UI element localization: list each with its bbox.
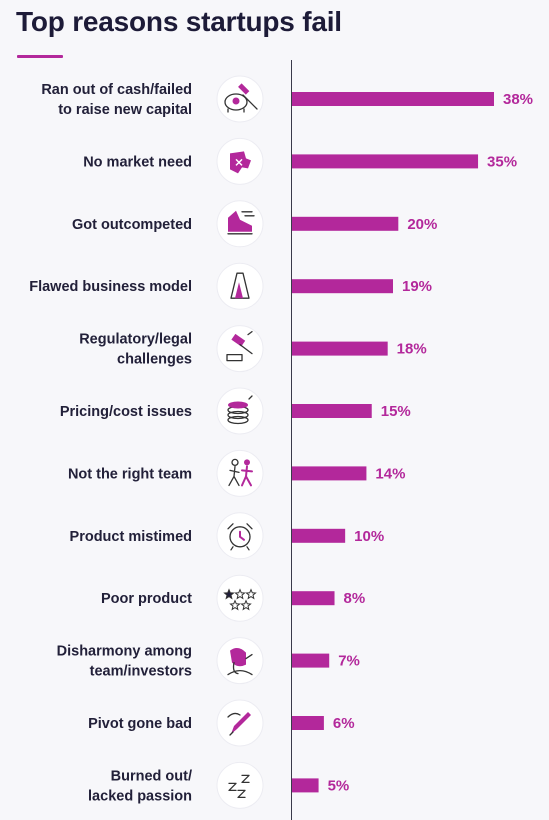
- bar: [292, 466, 367, 481]
- bar-row: Not the right team 14%: [68, 449, 405, 497]
- value-label: 10%: [354, 528, 384, 545]
- bar: [292, 279, 393, 294]
- category-label-line: Got outcompeted: [72, 217, 192, 233]
- category-label: No market need: [83, 154, 192, 170]
- value-label: 18%: [397, 341, 427, 358]
- category-label-line: Pricing/cost issues: [60, 404, 192, 420]
- category-label: Pivot gone bad: [88, 716, 192, 732]
- bar: [292, 591, 335, 606]
- stars-rating-icon: [216, 574, 264, 622]
- category-label-line: Pivot gone bad: [88, 716, 192, 732]
- category-label-line: No market need: [83, 154, 192, 170]
- broken-puzzle-icon: [216, 137, 264, 185]
- bar-row: Pricing/cost issues 15%: [60, 387, 411, 435]
- category-label-line: Disharmony among: [57, 644, 192, 660]
- category-label: Ran out of cash/failed to raise new capit…: [41, 82, 192, 118]
- bar: [292, 341, 388, 356]
- value-label: 7%: [338, 653, 360, 670]
- bar-row: Regulatory/legal challenges 18%: [79, 325, 427, 373]
- category-label-line: team/investors: [90, 664, 192, 680]
- value-label: 5%: [328, 777, 350, 794]
- bar: [292, 716, 324, 730]
- category-label-line: Poor product: [101, 591, 192, 607]
- category-label: Product mistimed: [70, 529, 192, 545]
- people-walking-icon: [216, 449, 264, 497]
- running-shoe-icon: [216, 200, 264, 248]
- bar: [292, 653, 330, 668]
- bar-row: Ran out of cash/failed to raise new capit…: [41, 75, 533, 123]
- value-label: 14%: [375, 465, 405, 482]
- coin-stack-icon: [216, 387, 264, 435]
- bar-row: Disharmony among team/investors 7%: [57, 637, 360, 685]
- category-label: Pricing/cost issues: [60, 404, 192, 420]
- value-label: 6%: [333, 715, 355, 732]
- piggy-bank-hammer-icon: [216, 75, 264, 123]
- bar: [292, 216, 399, 231]
- category-label-line: Product mistimed: [70, 529, 192, 545]
- pen-icon: [216, 699, 264, 747]
- category-label: Poor product: [101, 591, 192, 607]
- value-label: 35%: [487, 153, 517, 170]
- bar-row: Product mistimed 10%: [70, 512, 384, 560]
- category-label: Got outcompeted: [72, 217, 192, 233]
- frustrated-person-icon: [216, 637, 264, 685]
- bar: [292, 154, 479, 169]
- bar: [292, 92, 494, 106]
- title-underline: [17, 55, 63, 58]
- bar-row: No market need 35%: [83, 137, 517, 185]
- category-label: Regulatory/legal challenges: [79, 332, 192, 368]
- category-label: Burned out/lacked passion: [88, 768, 192, 804]
- category-label-line: to raise new capital: [58, 102, 192, 118]
- category-label-line: lacked passion: [88, 788, 192, 804]
- bar-row: Flawed business model 19%: [29, 262, 432, 310]
- category-label-line: challenges: [117, 352, 192, 368]
- value-label: 15%: [381, 403, 411, 420]
- alarm-clock-icon: [216, 512, 264, 560]
- bar-row: Burned out/lacked passion 5%: [88, 761, 350, 809]
- category-label-line: Flawed business model: [29, 279, 192, 295]
- gavel-icon: [216, 325, 264, 373]
- value-label: 19%: [402, 278, 432, 295]
- category-label: Flawed business model: [29, 279, 192, 295]
- category-label-line: Not the right team: [68, 466, 192, 482]
- bar-row: Poor product 8%: [101, 574, 366, 622]
- sleep-zzz-icon: [216, 761, 264, 809]
- category-label: Not the right team: [68, 466, 192, 482]
- category-label-line: Ran out of cash/failed: [41, 82, 192, 98]
- bar: [292, 528, 346, 543]
- value-label: 20%: [407, 216, 437, 233]
- bar: [292, 404, 372, 418]
- bar-row: Pivot gone bad 6%: [88, 699, 355, 747]
- category-label: Disharmony among team/investors: [57, 644, 192, 680]
- chart-rows: Ran out of cash/failed to raise new capit…: [29, 75, 533, 809]
- bar: [292, 778, 319, 793]
- house-of-cards-icon: [216, 262, 264, 310]
- value-label: 38%: [503, 91, 533, 108]
- value-label: 8%: [344, 590, 366, 607]
- chart-title: Top reasons startups fail: [16, 6, 342, 37]
- bar-row: Got outcompeted 20%: [72, 200, 437, 248]
- category-label-line: Regulatory/legal: [79, 332, 192, 348]
- category-label-line: Burned out/: [111, 768, 192, 784]
